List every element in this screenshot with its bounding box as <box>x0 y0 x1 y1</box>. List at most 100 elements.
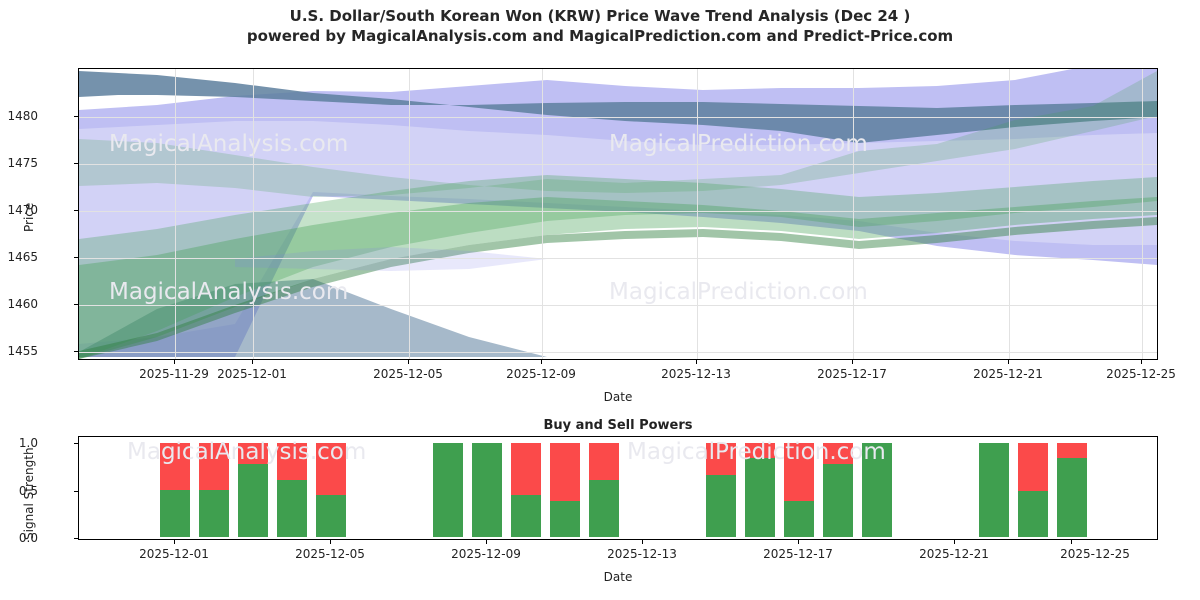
buy-bar <box>238 464 268 537</box>
gridline-y <box>79 117 1157 118</box>
sell-bar <box>1057 443 1087 458</box>
y-tick-label: 0.5 <box>18 484 38 498</box>
buy-bar <box>511 495 541 537</box>
x-tick-label: 2025-12-17 <box>763 547 833 561</box>
gridline-y <box>79 164 1157 165</box>
buy-bar <box>823 464 853 537</box>
gridline-x <box>1009 69 1010 359</box>
x-tickmark <box>696 360 697 364</box>
buy-bar <box>160 490 190 537</box>
sell-bar <box>1018 443 1048 491</box>
buy-bar <box>745 458 775 537</box>
buy-bar <box>316 495 346 537</box>
y-tick-label: 1475 <box>7 156 38 170</box>
buy-bar <box>199 490 229 537</box>
green-band-main <box>79 175 1157 359</box>
sell-bar <box>745 443 775 458</box>
buy-sell-powers-plot: MagicalAnalysis.com MagicalPrediction.co… <box>78 436 1158 540</box>
price-wave-chart-plot: MagicalAnalysis.com MagicalPrediction.co… <box>78 68 1158 360</box>
y-tick-label: 1480 <box>7 109 38 123</box>
x-axis-label: Date <box>603 390 633 404</box>
buy-bar <box>1057 458 1087 537</box>
x-axis-label: Date <box>603 570 633 584</box>
x-tick-label: 2025-12-01 <box>217 367 287 381</box>
x-tickmark <box>408 360 409 364</box>
buy-bar <box>706 475 736 537</box>
buy-sell-bars-svg <box>160 443 1087 537</box>
x-tickmark <box>174 360 175 364</box>
y-tickmark <box>74 443 78 444</box>
bar-group <box>160 443 1087 537</box>
x-tick-label: 2025-12-25 <box>1106 367 1176 381</box>
wave-bands-svg <box>79 69 1157 359</box>
gridline-y <box>79 211 1157 212</box>
y-tickmark <box>74 538 78 539</box>
x-tickmark <box>541 360 542 364</box>
x-tick-label: 2025-12-05 <box>373 367 443 381</box>
buy-bar <box>979 443 1009 537</box>
buy-bar <box>784 501 814 537</box>
blue-band-inner <box>79 121 1157 344</box>
y-tickmark <box>74 257 78 258</box>
x-tickmark <box>1141 360 1142 364</box>
x-tickmark <box>1071 540 1072 544</box>
y-tickmark <box>74 163 78 164</box>
gridline-x <box>409 69 410 359</box>
x-tick-label: 2025-12-09 <box>451 547 521 561</box>
dark-overlap-band <box>79 71 1157 143</box>
gridline-y <box>79 352 1157 353</box>
gridline-x <box>542 69 543 359</box>
x-tickmark <box>330 540 331 544</box>
sell-bar <box>511 443 541 495</box>
y-axis-label: Price <box>22 202 36 232</box>
sell-bar <box>160 443 190 490</box>
x-tick-label: 2025-12-01 <box>139 547 209 561</box>
x-tick-label: 2025-12-13 <box>661 367 731 381</box>
x-tick-label: 2025-12-05 <box>295 547 365 561</box>
y-tickmark <box>74 210 78 211</box>
gridline-y <box>79 258 1157 259</box>
x-tick-label: 2025-12-25 <box>1060 547 1130 561</box>
x-tickmark <box>252 360 253 364</box>
y-tick-label: 1465 <box>7 250 38 264</box>
buy-bar <box>550 501 580 537</box>
gridline-x <box>175 69 176 359</box>
sell-bar <box>706 443 736 475</box>
buy-bar <box>433 443 463 537</box>
violet-blob <box>235 247 547 271</box>
x-tickmark <box>1008 360 1009 364</box>
green-band-line <box>79 217 1157 359</box>
x-tickmark <box>798 540 799 544</box>
green-band-core <box>79 197 1157 359</box>
sell-bar <box>823 443 853 464</box>
x-tick-label: 2025-12-17 <box>817 367 887 381</box>
sell-bar <box>238 443 268 464</box>
title-line-1: U.S. Dollar/South Korean Won (KRW) Price… <box>289 7 911 25</box>
x-tickmark <box>486 540 487 544</box>
buy-bar <box>277 480 307 537</box>
x-tickmark <box>852 360 853 364</box>
y-tickmark <box>74 304 78 305</box>
buy-bar <box>589 480 619 537</box>
title-line-2: powered by MagicalAnalysis.com and Magic… <box>246 27 954 45</box>
y-tick-label: 1.0 <box>18 436 38 450</box>
gridline-x <box>853 69 854 359</box>
x-tickmark <box>174 540 175 544</box>
sell-bar <box>316 443 346 495</box>
y-tick-label: 1460 <box>7 297 38 311</box>
buy-bar <box>472 443 502 537</box>
green-band-outer <box>79 71 1157 197</box>
y-tickmark <box>74 491 78 492</box>
buy-bar <box>1018 491 1048 537</box>
y-axis-label: Signal Strength <box>22 447 36 540</box>
y-tick-label: 0.0 <box>18 531 38 545</box>
x-tick-label: 2025-12-13 <box>607 547 677 561</box>
sell-bar <box>277 443 307 480</box>
sell-bar <box>199 443 229 490</box>
y-tickmark <box>74 351 78 352</box>
y-tickmark <box>74 116 78 117</box>
gridline-x <box>1142 69 1143 359</box>
x-tick-label: 2025-12-09 <box>506 367 576 381</box>
x-tick-label: 2025-12-21 <box>919 547 989 561</box>
